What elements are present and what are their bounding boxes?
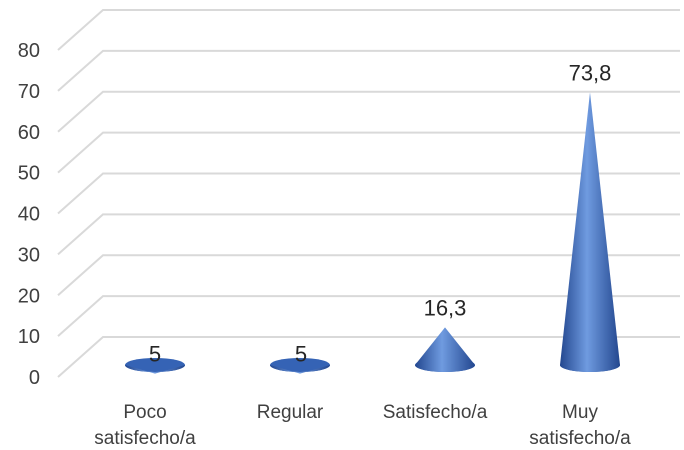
- category-label: Satisfecho/a: [383, 402, 488, 423]
- cone-bar: [125, 358, 185, 374]
- data-label: 73,8: [569, 60, 612, 85]
- gridline: [57, 49, 680, 92]
- cone-bar: [270, 358, 330, 374]
- gridline: [57, 172, 680, 215]
- gridline: [57, 9, 680, 51]
- y-tick-label: 70: [18, 81, 40, 103]
- y-tick-label: 20: [18, 285, 40, 307]
- category-label: Poco satisfecho/a: [94, 402, 196, 449]
- cone-bar: [560, 92, 620, 372]
- y-tick-label: 0: [29, 367, 40, 389]
- y-tick-label: 40: [18, 204, 40, 226]
- y-tick-label: 30: [18, 244, 40, 266]
- gridlines: [57, 9, 680, 378]
- gridline: [57, 295, 680, 337]
- y-tick-label: 80: [18, 40, 40, 62]
- data-label: 16,3: [424, 295, 467, 320]
- category-label: Regular: [257, 402, 324, 423]
- category-labels: Poco satisfecho/a Regular Satisfecho/a Muy sa…: [94, 402, 631, 449]
- gridline: [57, 90, 680, 133]
- data-label: 5: [149, 342, 161, 367]
- gridline: [57, 131, 680, 174]
- y-tick-label: 50: [18, 163, 40, 185]
- cone-bar: [415, 327, 475, 372]
- gridline: [57, 254, 680, 296]
- category-label: Muy satisfecho/a: [529, 402, 631, 449]
- data-labels: 5 5 16,3 73,8: [149, 60, 612, 366]
- y-axis-tick-labels: 0 10 20 30 40 50 60 70 80: [18, 40, 40, 389]
- cones: [125, 92, 620, 374]
- y-tick-label: 10: [18, 326, 40, 348]
- gridline: [57, 336, 680, 378]
- y-tick-label: 60: [18, 122, 40, 144]
- data-label: 5: [295, 342, 307, 367]
- gridline: [57, 213, 680, 256]
